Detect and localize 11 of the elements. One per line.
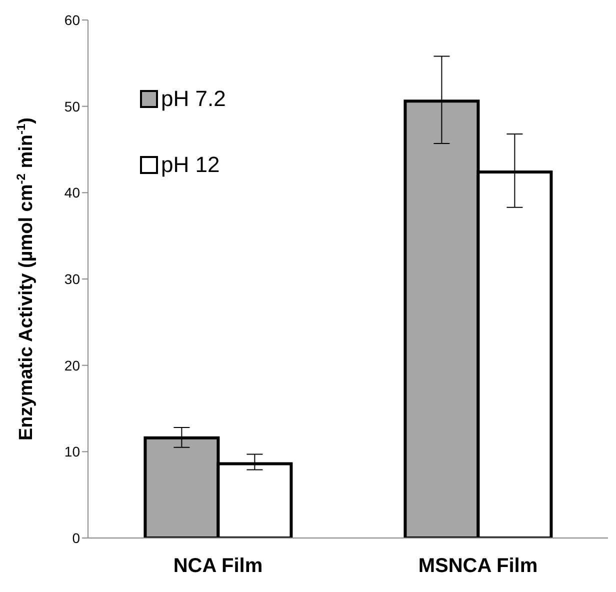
y-tick-label: 30: [64, 270, 80, 287]
x-tick-label: NCA Film: [173, 555, 263, 578]
y-tick-label: 50: [64, 98, 80, 114]
y-tick-label: 60: [64, 12, 80, 28]
y-tick-label: 0: [72, 530, 80, 546]
x-tick-label: MSNCA Film: [418, 555, 538, 578]
legend-label: pH 12: [161, 152, 220, 178]
y-tick-label: 10: [64, 444, 80, 460]
y-tick-label: 20: [64, 357, 80, 374]
y-tick-label: 40: [64, 184, 80, 201]
legend-label: pH 7.2: [161, 86, 226, 112]
